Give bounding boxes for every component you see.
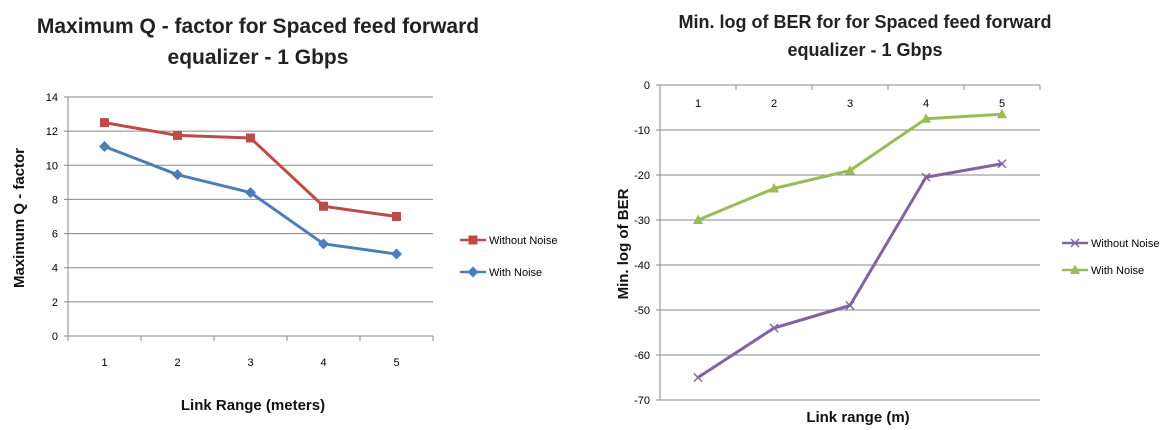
data-point (769, 183, 779, 193)
data-point (245, 187, 256, 199)
data-point (392, 212, 401, 221)
chart-title-line1: Min. log of BER for for Spaced feed forw… (678, 12, 1051, 32)
ber-chart: Min. log of BER for for Spaced feed forw… (615, 12, 1159, 426)
y-tick-label: -20 (634, 170, 650, 182)
legend-marker (468, 235, 478, 245)
data-point (997, 159, 1007, 169)
marker-stroke (845, 300, 855, 311)
legend-entry: With Noise (1062, 264, 1144, 277)
legend-marker (1070, 238, 1080, 248)
gridlines (68, 96, 433, 337)
y-tick-label: 0 (52, 331, 58, 343)
x-tick-label: 2 (174, 357, 180, 369)
y-tick-label: 10 (46, 160, 58, 172)
x-tick-label: 2 (771, 98, 777, 110)
legend-label: With Noise (489, 267, 542, 279)
x-tick-label: 1 (101, 357, 107, 369)
legend-marker (467, 266, 479, 278)
series-line (103, 145, 397, 256)
y-tick-label: 8 (52, 194, 58, 206)
data-point (693, 214, 703, 224)
chart-title-line1: Maximum Q - factor for Spaced feed forwa… (37, 15, 479, 38)
y-tick-label: -10 (634, 125, 650, 137)
y-tick-label: 14 (46, 92, 58, 104)
data-series (99, 118, 402, 260)
x-axis-label: Link Range (meters) (181, 397, 325, 414)
legend: Without Noise With Noise (460, 235, 557, 279)
data-point (845, 165, 855, 175)
y-tick-label: -50 (634, 305, 650, 317)
data-point (845, 300, 855, 311)
legend-label: With Noise (1091, 265, 1144, 277)
x-tick-label: 5 (999, 98, 1005, 110)
data-point (319, 201, 328, 211)
marker-stroke (693, 372, 703, 383)
chart-title-line2: equalizer - 1 Gbps (168, 46, 349, 69)
x-tick-label: 5 (393, 357, 399, 369)
axes (656, 84, 1041, 401)
legend-label: Without Noise (1091, 238, 1159, 250)
axes (64, 96, 434, 341)
marker-stroke (921, 172, 931, 182)
data-point (693, 372, 703, 383)
legend-entry: Without Noise (1062, 238, 1159, 250)
x-axis-label: Link range (m) (806, 409, 909, 426)
y-tick-label: -30 (634, 215, 650, 227)
y-tick-labels: 0 2 4 6 8 10 12 14 (46, 92, 58, 343)
data-point (921, 113, 931, 123)
data-point (921, 172, 931, 182)
y-tick-label: 6 (52, 229, 58, 241)
y-tick-label: 4 (52, 263, 58, 275)
data-point (99, 141, 110, 153)
data-series (693, 108, 1007, 383)
y-tick-label: 12 (46, 126, 58, 138)
legend-marker (1070, 264, 1080, 274)
data-point (246, 133, 255, 143)
data-point (997, 108, 1007, 119)
marker-stroke (769, 323, 779, 333)
y-axis-label: Maximum Q - factor (11, 148, 28, 288)
x-tick-label: 3 (247, 357, 253, 369)
legend-label: Without Noise (489, 235, 557, 247)
x-tick-label: 4 (320, 357, 326, 369)
legend: Without Noise With Noise (1062, 238, 1159, 277)
data-point (100, 118, 109, 128)
x-tick-label: 1 (695, 98, 701, 110)
marker-stroke (1070, 238, 1080, 248)
data-point (173, 130, 182, 140)
series-line (697, 162, 1003, 379)
y-tick-label: 0 (644, 80, 650, 92)
gridlines (660, 84, 1040, 401)
legend-entry: Without Noise (460, 235, 557, 247)
q-factor-chart: Maximum Q - factor for Spaced feed forwa… (11, 15, 557, 414)
y-tick-label: -40 (634, 260, 650, 272)
y-tick-label: -60 (634, 350, 650, 362)
y-tick-labels: 0 -10 -20 -30 -40 -50 -60 -70 (634, 80, 650, 407)
x-tick-label: 3 (847, 98, 853, 110)
y-axis-label: Min. log of BER (615, 188, 632, 299)
y-tick-label: 2 (52, 297, 58, 309)
y-tick-label: -70 (634, 395, 650, 407)
x-tick-label: 4 (923, 98, 929, 110)
chart-title-line2: equalizer - 1 Gbps (787, 40, 942, 60)
x-tick-labels: 1 2 3 4 5 (695, 98, 1005, 110)
data-point (318, 238, 329, 250)
legend-entry: With Noise (460, 266, 542, 279)
data-point (769, 323, 779, 333)
data-point (172, 169, 183, 181)
x-tick-labels: 1 2 3 4 5 (101, 357, 399, 369)
data-point (391, 248, 402, 260)
marker-stroke (997, 159, 1007, 169)
